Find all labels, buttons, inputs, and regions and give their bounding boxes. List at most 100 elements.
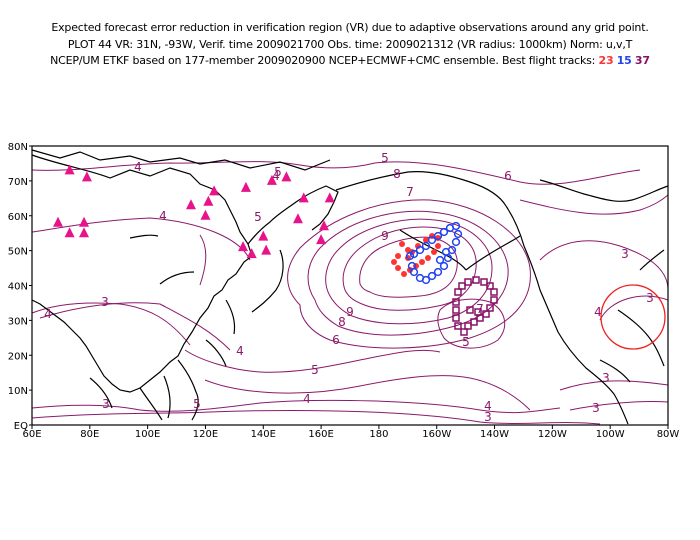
contour-label: 5 — [381, 151, 389, 165]
track-15-point — [439, 261, 449, 271]
y-tick-label: 50N — [8, 247, 28, 258]
track-23-point — [431, 249, 437, 255]
contour-label: 5 — [311, 363, 319, 377]
track-23-point — [391, 259, 397, 265]
x-tick-label: 120E — [193, 429, 218, 440]
contour-label: 4 — [484, 399, 492, 413]
x-tick-label: 80W — [657, 429, 680, 440]
track-15-point — [427, 271, 437, 281]
station-marker-triangle — [258, 230, 269, 241]
station-marker-triangle — [281, 171, 292, 182]
contour-label: 5 — [254, 210, 262, 224]
track-label-15: 15 — [616, 54, 632, 67]
track-37-point — [466, 306, 474, 314]
track-label-37: 37 — [634, 54, 650, 67]
station-marker-triangle — [246, 248, 257, 259]
station-marker-triangle — [240, 181, 251, 192]
track-23-point — [419, 259, 425, 265]
track-15-point — [405, 251, 415, 261]
contour-label: 3 — [646, 291, 654, 305]
contour-label: 7 — [406, 185, 414, 199]
contour-label: 4 — [44, 307, 52, 321]
track-15-point — [433, 267, 443, 277]
track-15-point — [445, 223, 455, 233]
coastlines — [31, 149, 669, 425]
track-37-point — [490, 288, 498, 296]
contour-label: 4 — [272, 169, 280, 183]
contour-label: 3 — [621, 247, 629, 261]
x-tick-label: 160W — [422, 429, 451, 440]
x-tick-label: 100E — [135, 429, 160, 440]
x-tick-label: 140E — [251, 429, 276, 440]
station-marker-triangle — [200, 209, 211, 220]
contour-label: 5 — [462, 335, 470, 349]
track-37-point — [458, 282, 466, 290]
track-15-point — [435, 255, 445, 265]
track-37-point — [472, 276, 480, 284]
station-marker-triangle — [266, 174, 277, 185]
x-tick-label: 60E — [22, 429, 41, 440]
track-15-point — [427, 235, 437, 245]
y-tick-label: 10N — [8, 386, 28, 397]
station-markers — [53, 164, 335, 259]
station-marker-triangle — [298, 192, 309, 203]
contour-label: 4 — [303, 392, 311, 406]
contour-label: 4 — [594, 305, 602, 319]
track-15-point — [451, 237, 461, 247]
contour-label: 5 — [193, 397, 201, 411]
station-marker-triangle — [79, 216, 90, 227]
contour-label: 9 — [346, 305, 354, 319]
track-23-point — [435, 243, 441, 249]
track-37-point — [480, 278, 488, 286]
track-15-point — [439, 227, 449, 237]
station-marker-triangle — [238, 241, 249, 252]
flight-track-15 — [405, 221, 463, 285]
track-23-point — [401, 271, 407, 277]
y-tick-label: 20N — [8, 351, 28, 362]
track-37-point — [486, 304, 494, 312]
track-37-point — [490, 296, 498, 304]
track-label-23: 23 — [598, 54, 614, 67]
contour-lines — [31, 161, 669, 425]
track-37-point — [452, 306, 460, 314]
flight-track-37 — [452, 276, 498, 336]
track-37-point — [470, 318, 478, 326]
track-37-point — [482, 310, 490, 318]
track-37-point — [454, 322, 462, 330]
contour-label: 3 — [484, 410, 492, 424]
station-marker-triangle — [81, 171, 92, 182]
station-marker-triangle — [292, 213, 303, 224]
contour-label: 4 — [134, 160, 142, 174]
track-23-point — [399, 241, 405, 247]
station-marker-triangle — [209, 185, 220, 196]
station-marker-triangle — [79, 227, 90, 238]
contour-label: 3 — [102, 397, 110, 411]
station-marker-triangle — [64, 227, 75, 238]
contour-label: 6 — [504, 169, 512, 183]
station-marker-triangle — [316, 234, 327, 245]
track-37-point — [454, 288, 462, 296]
contour-label: 4 — [236, 344, 244, 358]
station-marker-triangle — [186, 199, 196, 210]
verification-region-circle — [600, 284, 666, 350]
contour-label: 9 — [381, 229, 389, 243]
title-line-3: NCEP/UM ETKF based on 177-member 2009020… — [0, 54, 700, 67]
contour-label: 4 — [159, 209, 167, 223]
track-15-point — [421, 275, 431, 285]
track-37-point — [486, 282, 494, 290]
track-23-point — [423, 237, 429, 243]
station-marker-triangle — [203, 195, 214, 206]
track-15-point — [409, 249, 419, 259]
track-23-point — [395, 253, 401, 259]
track-37-point — [464, 278, 472, 286]
track-15-point — [421, 241, 431, 251]
track-37-point — [452, 298, 460, 306]
y-tick-label: 60N — [8, 212, 28, 223]
contour-label: 8 — [338, 315, 346, 329]
track-23-point — [395, 265, 401, 271]
contour-label: 6 — [332, 333, 340, 347]
contour-label: 3 — [101, 295, 109, 309]
title-line-2: PLOT 44 VR: 31N, -93W, Verif. time 20090… — [67, 38, 633, 51]
